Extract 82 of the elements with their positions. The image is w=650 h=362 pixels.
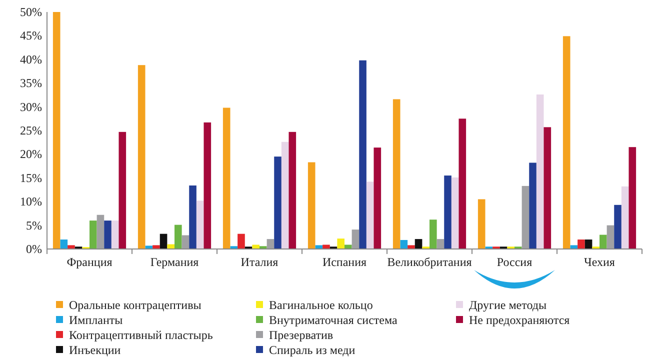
x-tick-label: Великобритания <box>387 255 472 269</box>
bar <box>196 200 204 249</box>
bar <box>544 127 552 249</box>
bar <box>308 162 316 249</box>
y-tick-label: 15% <box>20 170 42 185</box>
bar <box>252 244 260 249</box>
bar <box>204 122 212 249</box>
bar <box>238 234 245 249</box>
bar <box>408 245 415 249</box>
bar <box>152 245 160 249</box>
legend-label: Внутриматочная система <box>269 313 398 328</box>
bar <box>352 230 360 249</box>
bar <box>562 36 570 249</box>
bar <box>274 156 282 249</box>
legend-label: Контрацептивный пластырь <box>69 328 214 342</box>
bar <box>111 220 119 249</box>
x-tick-label: Чехия <box>584 255 616 269</box>
bar <box>584 240 592 249</box>
bar <box>118 132 126 249</box>
bar <box>52 12 60 249</box>
bar <box>337 238 344 249</box>
bar <box>182 235 190 249</box>
bar <box>322 244 330 249</box>
bar <box>628 147 636 249</box>
bar <box>606 225 614 249</box>
bar <box>578 240 585 249</box>
bar <box>68 245 75 249</box>
bar <box>392 99 400 249</box>
x-tick-label: Германия <box>150 255 200 269</box>
bar <box>458 118 466 249</box>
bar <box>621 186 629 249</box>
bar <box>281 142 289 249</box>
y-tick-label: 25% <box>20 124 42 138</box>
bar <box>478 199 486 249</box>
x-tick-label: Франция <box>66 255 113 269</box>
bar <box>160 234 168 249</box>
x-tick-label: Испания <box>322 255 368 269</box>
x-tick-label: Италия <box>240 255 279 269</box>
legend-label: Не предохраняются <box>469 313 570 328</box>
y-tick-label: 0% <box>26 242 42 256</box>
bar <box>600 234 607 249</box>
bar <box>189 185 196 249</box>
bar <box>414 239 422 249</box>
bar <box>374 148 382 249</box>
y-tick-label: 5% <box>26 218 42 232</box>
bar <box>60 240 68 249</box>
bar <box>444 176 452 249</box>
bar <box>260 246 267 249</box>
legend-label: Вагинальное кольцо <box>269 298 373 312</box>
bar <box>614 204 622 249</box>
legend-label: Презерватив <box>269 328 334 342</box>
y-tick-label: 30% <box>20 100 42 114</box>
bar <box>400 240 408 249</box>
bar <box>288 132 296 249</box>
y-tick-label: 40% <box>20 52 42 66</box>
y-tick-label: 20% <box>20 147 42 162</box>
legend-label: Инъекции <box>69 343 122 358</box>
bar <box>522 186 530 249</box>
y-tick-label: 50% <box>20 5 42 19</box>
bar <box>451 177 459 249</box>
legend-label: Спираль из меди <box>269 343 356 358</box>
y-tick-label: 35% <box>20 76 42 90</box>
bar <box>174 224 182 249</box>
bar <box>366 182 374 249</box>
bar <box>430 220 437 249</box>
bar <box>529 162 536 249</box>
bar <box>138 65 146 249</box>
legend-label: Оральные контрацептивы <box>69 298 202 312</box>
bar <box>222 108 230 249</box>
bar <box>344 244 352 249</box>
bar <box>436 239 444 249</box>
bar <box>104 220 112 249</box>
bar <box>359 60 366 249</box>
legend-label: Импланты <box>69 313 123 328</box>
bar <box>90 220 97 249</box>
legend-label: Другие методы <box>469 298 547 312</box>
bar <box>96 214 104 249</box>
bar <box>536 94 544 249</box>
bar <box>266 239 274 249</box>
y-tick-label: 10% <box>20 194 42 209</box>
x-tick-label: Россия <box>496 255 533 269</box>
y-tick-label: 45% <box>20 28 42 43</box>
